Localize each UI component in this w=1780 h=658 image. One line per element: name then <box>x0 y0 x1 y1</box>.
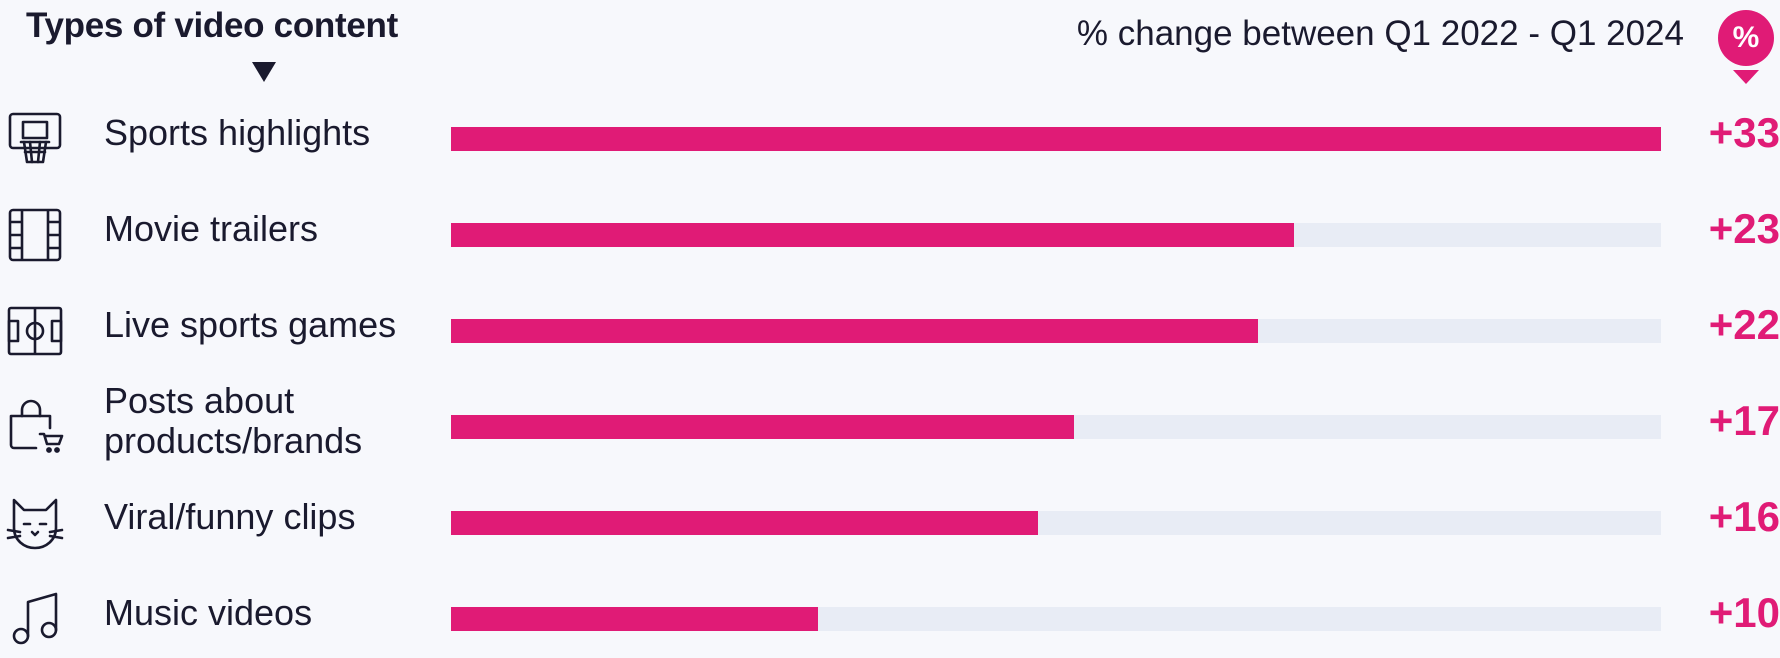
film-strip-icon <box>6 206 64 264</box>
category-label: Viral/funny clips <box>104 496 356 537</box>
percent-badge-pointer <box>1733 70 1759 84</box>
value-label: +10 <box>1708 589 1780 636</box>
category-label: Movie trailers <box>104 208 319 249</box>
chart-row: Sports highlights +33 <box>0 88 1780 178</box>
bar <box>451 223 1294 247</box>
bar-track <box>451 511 1661 535</box>
bar <box>451 511 1038 535</box>
basketball-hoop-icon <box>6 110 64 168</box>
value-label: +33 <box>1708 109 1780 156</box>
bar <box>451 319 1258 343</box>
chart-header-arrow <box>252 62 276 82</box>
bar <box>451 607 818 631</box>
category-label: Music videos <box>104 592 313 633</box>
category-label: Live sports games <box>104 304 397 345</box>
shopping-bag-cart-icon <box>6 398 64 456</box>
bar <box>451 127 1661 151</box>
bar-track <box>451 223 1661 247</box>
value-label: +16 <box>1708 493 1780 540</box>
chart-header-right-title: % change between Q1 2022 - Q1 2024 <box>1076 14 1684 53</box>
chart-row: Posts about products/brands +17 <box>0 376 1780 466</box>
value-label: +17 <box>1708 397 1780 444</box>
chart-row: Movie trailers +23 <box>0 184 1780 274</box>
sports-field-icon <box>6 302 64 360</box>
chart-row: Music videos +10 <box>0 568 1780 658</box>
chart-header-left-title: Types of video content <box>26 6 398 45</box>
bar <box>451 415 1074 439</box>
category-label: Sports highlights <box>104 112 371 153</box>
category-label: Posts about products/brands <box>104 380 363 461</box>
bar-track <box>451 127 1661 151</box>
music-note-icon <box>6 590 64 648</box>
chart-row: Live sports games +22 <box>0 280 1780 370</box>
cat-face-icon <box>6 494 64 552</box>
bar-track <box>451 319 1661 343</box>
bar-track <box>451 607 1661 631</box>
value-label: +23 <box>1708 205 1780 252</box>
bar-track <box>451 415 1661 439</box>
chart-row: Viral/funny clips +16 <box>0 472 1780 562</box>
percent-badge-icon: % <box>1718 10 1774 66</box>
value-label: +22 <box>1708 301 1780 348</box>
